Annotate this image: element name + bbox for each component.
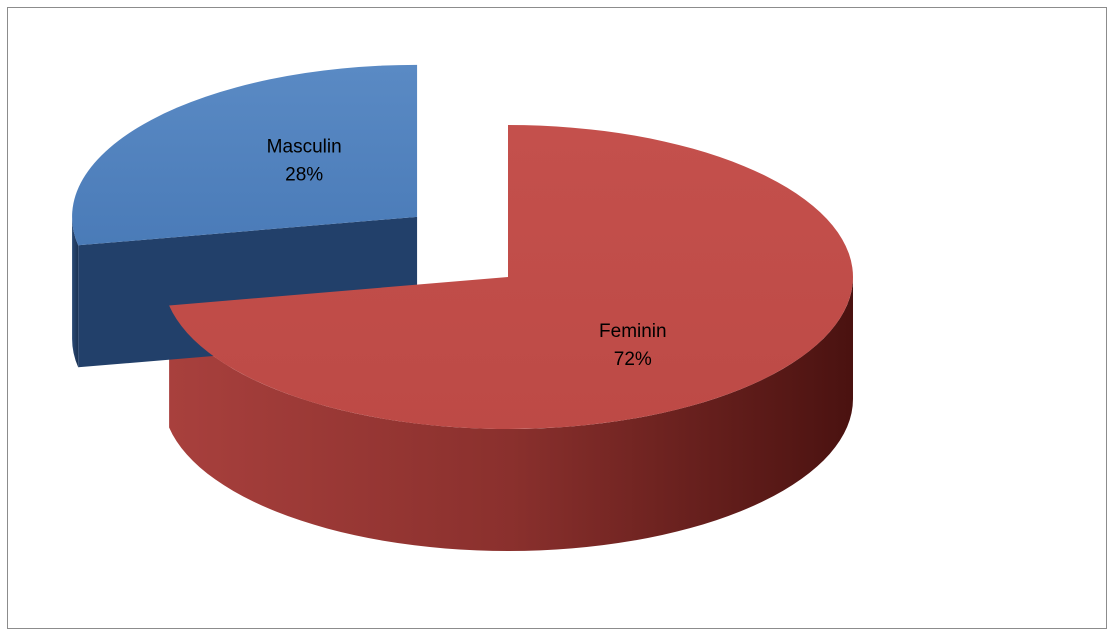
- chart-frame: Feminin 72% Masculin 28%: [7, 7, 1107, 629]
- pie-side-masculin: [72, 216, 79, 368]
- slice-value-label-masculin: 28%: [285, 164, 323, 185]
- pie-slice-feminin: [169, 125, 854, 429]
- pie-side-feminin: [169, 277, 854, 552]
- pie-chart: Feminin 72% Masculin 28%: [72, 64, 854, 552]
- slice-name-label-masculin: Masculin: [267, 136, 342, 157]
- slice-name-label-feminin: Feminin: [599, 321, 667, 342]
- pie-slice-masculin: [72, 64, 418, 246]
- slice-value-label-feminin: 72%: [614, 349, 652, 370]
